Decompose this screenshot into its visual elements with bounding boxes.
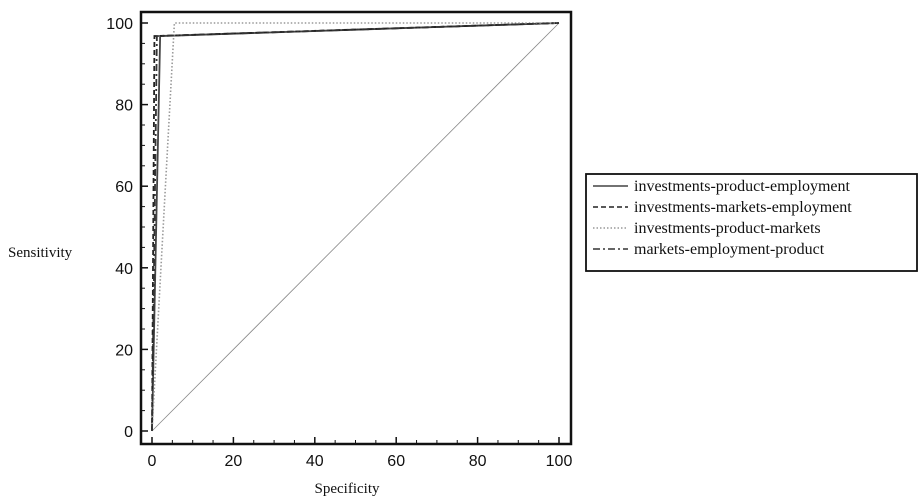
series-lines xyxy=(151,22,560,432)
y-tick-label: 40 xyxy=(115,261,133,278)
legend: investments-product-employment investment… xyxy=(585,173,918,272)
reference-diagonal-line xyxy=(151,22,560,432)
y-axis-title: Sensitivity xyxy=(8,245,73,261)
y-tick-label: 60 xyxy=(115,179,133,196)
legend-label-2: investments-markets-employment xyxy=(634,199,852,216)
x-tick-label: 80 xyxy=(469,453,487,470)
y-tick-label: 100 xyxy=(106,16,133,33)
y-tick-label: 0 xyxy=(124,424,133,441)
x-tick-label: 100 xyxy=(546,453,573,470)
x-tick-label: 40 xyxy=(306,453,324,470)
plot-frame xyxy=(139,10,573,446)
axis-ticks: 0 20 40 60 80 100 0 20 40 60 80 100 xyxy=(106,16,572,470)
x-tick-label: 20 xyxy=(225,453,243,470)
legend-label-3: investments-product-markets xyxy=(634,220,821,237)
series-line-4 xyxy=(151,22,560,432)
x-axis-title: Specificity xyxy=(315,481,380,497)
reference-line-group xyxy=(151,22,560,432)
legend-box xyxy=(585,173,918,272)
x-tick-label: 60 xyxy=(387,453,405,470)
legend-label-1: investments-product-employment xyxy=(634,178,851,195)
x-tick-label: 0 xyxy=(148,453,157,470)
y-tick-label: 20 xyxy=(115,342,133,359)
y-tick-label: 80 xyxy=(115,98,133,115)
series-line-3 xyxy=(151,22,559,432)
legend-label-4: markets-employment-product xyxy=(634,241,825,258)
